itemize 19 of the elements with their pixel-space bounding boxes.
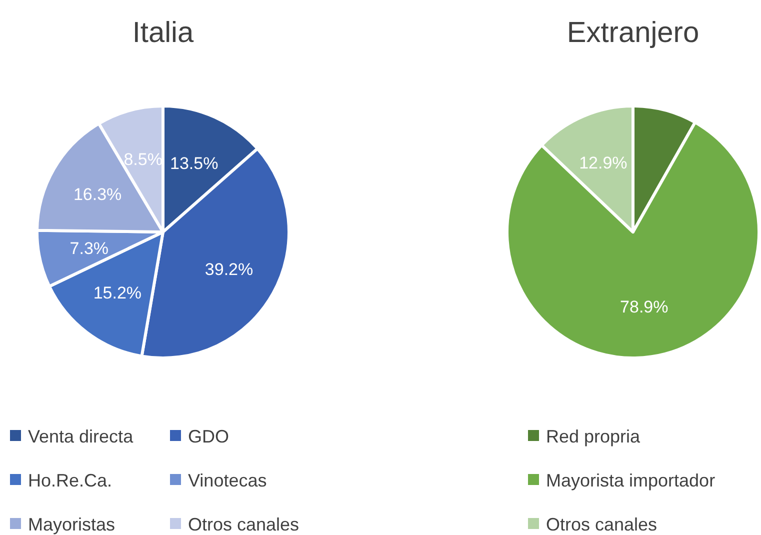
- chart-title: Italia: [132, 17, 194, 49]
- legend-label: Mayorista importador: [546, 470, 716, 490]
- legend-label: Red propria: [546, 426, 642, 446]
- legend-label: Venta directa: [28, 426, 134, 446]
- data-label: 15.2%: [93, 283, 142, 302]
- data-label: 16.3%: [73, 185, 122, 204]
- legend-label: Otros canales: [188, 514, 300, 534]
- data-label: 7.3%: [70, 239, 109, 258]
- data-label: 8.5%: [124, 150, 162, 170]
- legend-label: Otros canales: [546, 514, 658, 534]
- data-label: 78.9%: [620, 298, 668, 317]
- chart-title: Extranjero: [566, 17, 700, 49]
- legend-label: Ho.Re.Ca.: [28, 470, 112, 490]
- legend-label: GDO: [188, 426, 230, 446]
- legend-label: Vinotecas: [188, 470, 267, 490]
- data-label: 12.9%: [579, 153, 628, 172]
- legend-label: Mayoristas: [28, 514, 116, 534]
- data-label: 13.5%: [170, 154, 218, 174]
- data-label: 39.2%: [204, 260, 254, 279]
